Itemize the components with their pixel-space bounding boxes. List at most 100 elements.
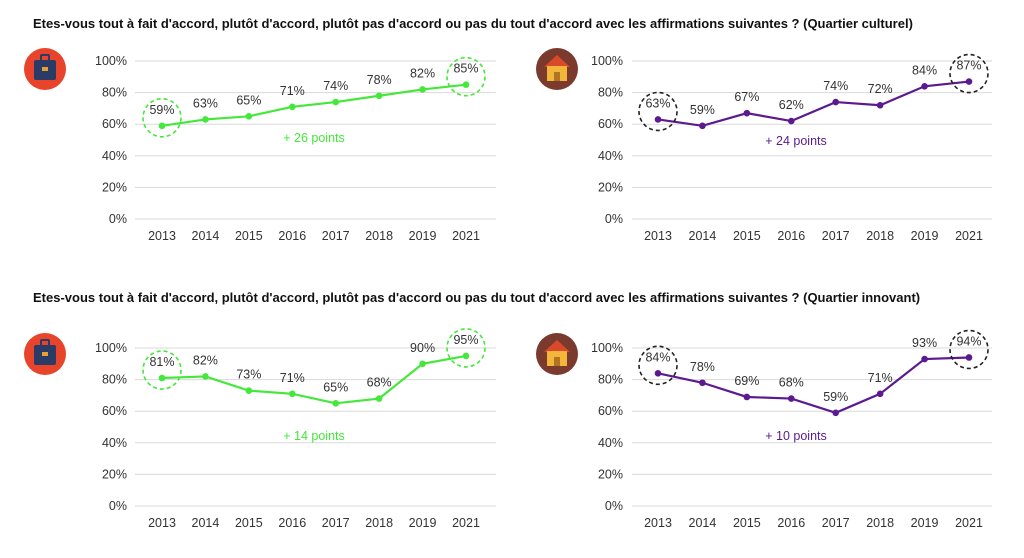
data-label: 71% [280, 371, 305, 385]
y-tick-label: 40% [598, 149, 623, 163]
highlight-circle [638, 91, 678, 132]
x-tick-label: 2018 [866, 516, 894, 530]
x-tick-label: 2014 [689, 516, 717, 530]
briefcase-icon [24, 333, 66, 375]
x-tick-label: 2018 [866, 229, 894, 243]
y-tick-label: 80% [598, 86, 623, 100]
data-point [965, 78, 973, 85]
data-point [158, 374, 166, 382]
data-label: 71% [868, 371, 893, 385]
x-tick-label: 2016 [777, 229, 805, 243]
data-point [654, 369, 662, 377]
data-point [332, 98, 340, 106]
highlight-circle [949, 53, 989, 94]
data-label: 82% [193, 353, 218, 367]
data-label: 65% [236, 93, 261, 107]
x-tick-label: 2021 [955, 229, 983, 243]
data-point [245, 387, 253, 394]
data-point [832, 409, 840, 417]
data-label: 85% [453, 62, 478, 76]
data-point [462, 81, 470, 88]
y-tick-label: 0% [109, 499, 127, 513]
highlight-circle [142, 350, 182, 390]
data-point [787, 395, 795, 402]
series-line [657, 80, 970, 127]
x-tick-label: 2013 [644, 229, 672, 243]
y-tick-label: 0% [605, 499, 623, 513]
y-tick-label: 100% [591, 54, 623, 68]
y-tick-label: 20% [102, 467, 127, 481]
house-icon [536, 333, 578, 375]
data-label: 73% [236, 368, 261, 382]
data-point [743, 109, 751, 117]
data-label: 81% [149, 355, 174, 369]
y-tick-label: 20% [598, 180, 623, 194]
x-tick-label: 2014 [689, 229, 717, 243]
briefcase-icon [24, 48, 66, 90]
data-label: 87% [956, 59, 981, 73]
data-point [375, 395, 383, 402]
y-tick-label: 60% [598, 117, 623, 131]
y-tick-label: 80% [102, 373, 127, 387]
data-point [787, 117, 795, 125]
data-point [462, 352, 470, 360]
y-tick-label: 20% [102, 180, 127, 194]
data-point [832, 98, 840, 106]
data-point [419, 86, 426, 93]
data-label: 59% [690, 103, 715, 117]
x-tick-label: 2019 [911, 229, 939, 243]
data-point [965, 354, 973, 361]
y-tick-label: 100% [95, 54, 127, 68]
y-tick-label: 80% [598, 373, 623, 387]
data-point [699, 122, 706, 130]
data-point [654, 116, 662, 123]
data-label: 82% [410, 66, 435, 80]
data-label: 84% [912, 63, 937, 77]
data-label: 94% [956, 334, 981, 348]
series-line [161, 354, 467, 405]
x-tick-label: 2017 [322, 516, 350, 530]
data-label: 84% [645, 350, 670, 364]
data-point [921, 355, 928, 363]
x-tick-label: 2017 [322, 229, 350, 243]
data-point [158, 122, 166, 130]
highlight-circle [446, 56, 486, 97]
x-tick-label: 2021 [452, 229, 480, 243]
y-tick-label: 60% [598, 404, 623, 418]
data-label: 63% [645, 96, 670, 110]
x-tick-label: 2015 [235, 229, 263, 243]
data-point [245, 113, 253, 120]
change-annotation: + 24 points [765, 134, 827, 148]
data-label: 65% [323, 380, 348, 394]
data-point [332, 400, 340, 407]
data-label: 68% [779, 376, 804, 390]
data-point [876, 390, 884, 398]
y-tick-label: 40% [598, 436, 623, 450]
x-tick-label: 2014 [192, 229, 220, 243]
section-title-culturel: Etes-vous tout à fait d'accord, plutôt d… [33, 16, 913, 31]
data-label: 71% [280, 84, 305, 98]
x-tick-label: 2018 [365, 229, 393, 243]
y-tick-label: 0% [109, 212, 127, 226]
y-tick-label: 40% [102, 149, 127, 163]
data-point [288, 390, 296, 398]
x-tick-label: 2017 [822, 229, 850, 243]
series-line [161, 83, 467, 127]
change-annotation: + 14 points [283, 429, 345, 443]
data-label: 67% [734, 90, 759, 104]
x-tick-label: 2017 [822, 516, 850, 530]
x-tick-label: 2016 [278, 516, 306, 530]
y-tick-label: 60% [102, 404, 127, 418]
highlight-circle [446, 328, 486, 368]
house-icon [536, 48, 578, 90]
y-tick-label: 80% [102, 86, 127, 100]
data-label: 62% [779, 98, 804, 112]
x-tick-label: 2013 [644, 516, 672, 530]
x-tick-label: 2014 [192, 516, 220, 530]
data-label: 93% [912, 336, 937, 350]
data-point [288, 103, 296, 111]
